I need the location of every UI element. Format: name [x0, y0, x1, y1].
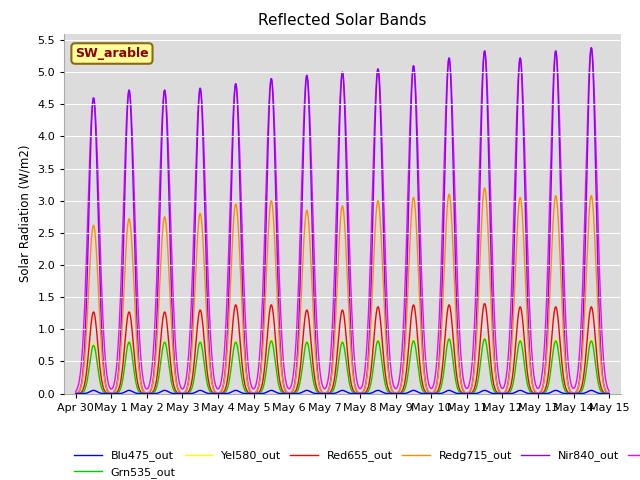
Line: Red655_out: Red655_out: [76, 304, 609, 394]
Legend: Blu475_out, Grn535_out, Yel580_out, Red655_out, Redg715_out, Nir840_out, Nir945_: Blu475_out, Grn535_out, Yel580_out, Red6…: [70, 446, 640, 480]
Nir945_out: [588, 45, 595, 50]
Blu475_out: [180, 391, 188, 396]
Red655_out: [186, 386, 194, 392]
Blu475_out: [271, 389, 279, 395]
Nir945_out: [416, 213, 424, 219]
Line: Grn535_out: Grn535_out: [76, 339, 609, 394]
Grn535_out: [481, 336, 488, 342]
Grn535_out: [604, 391, 611, 396]
Nir945_out: [492, 336, 499, 342]
Red655_out: [72, 391, 79, 396]
Redg715_out: [186, 370, 194, 376]
Nir840_out: [492, 370, 499, 376]
Nir840_out: [271, 177, 279, 183]
Nir840_out: [605, 391, 613, 396]
Grn535_out: [180, 391, 188, 396]
Blu475_out: [604, 391, 611, 396]
Nir840_out: [416, 261, 424, 267]
Redg715_out: [416, 303, 424, 309]
Blu475_out: [416, 390, 424, 396]
Yel580_out: [604, 391, 611, 396]
Line: Blu475_out: Blu475_out: [76, 390, 609, 394]
Yel580_out: [481, 335, 488, 340]
Nir840_out: [180, 390, 188, 396]
Blu475_out: [90, 387, 97, 393]
Line: Nir840_out: Nir840_out: [76, 48, 609, 394]
Grn535_out: [72, 391, 79, 396]
Grn535_out: [492, 390, 499, 396]
Red655_out: [416, 361, 424, 367]
Red655_out: [605, 391, 613, 396]
Nir945_out: [180, 384, 188, 390]
Redg715_out: [492, 373, 499, 379]
Nir945_out: [271, 147, 279, 153]
Redg715_out: [72, 390, 79, 396]
Nir840_out: [186, 366, 194, 372]
Yel580_out: [492, 390, 499, 396]
Grn535_out: [186, 389, 194, 395]
Nir945_out: [186, 333, 194, 338]
Yel580_out: [72, 391, 79, 396]
Blu475_out: [492, 391, 499, 396]
Yel580_out: [605, 391, 613, 396]
Red655_out: [271, 335, 279, 340]
Red655_out: [604, 391, 611, 396]
Nir945_out: [604, 384, 611, 390]
Redg715_out: [604, 390, 611, 396]
Redg715_out: [180, 390, 188, 396]
Line: Nir945_out: Nir945_out: [76, 48, 609, 391]
Blu475_out: [605, 391, 613, 396]
Redg715_out: [271, 253, 279, 259]
Yel580_out: [180, 391, 188, 396]
Grn535_out: [416, 376, 424, 382]
Blu475_out: [72, 391, 79, 396]
Redg715_out: [605, 390, 613, 396]
Grn535_out: [271, 360, 279, 366]
Text: SW_arable: SW_arable: [75, 47, 148, 60]
Nir840_out: [72, 391, 79, 396]
Redg715_out: [481, 185, 488, 191]
Nir840_out: [588, 45, 595, 50]
Y-axis label: Solar Radiation (W/m2): Solar Radiation (W/m2): [19, 145, 31, 282]
Yel580_out: [271, 359, 279, 365]
Nir945_out: [605, 388, 613, 394]
Yel580_out: [416, 376, 424, 382]
Red655_out: [492, 387, 499, 393]
Title: Reflected Solar Bands: Reflected Solar Bands: [258, 13, 427, 28]
Nir840_out: [604, 390, 611, 396]
Grn535_out: [605, 391, 613, 396]
Nir945_out: [72, 388, 79, 394]
Red655_out: [481, 301, 488, 307]
Blu475_out: [186, 391, 194, 396]
Line: Redg715_out: Redg715_out: [76, 188, 609, 393]
Yel580_out: [186, 389, 194, 395]
Line: Yel580_out: Yel580_out: [76, 337, 609, 394]
Red655_out: [180, 391, 188, 396]
